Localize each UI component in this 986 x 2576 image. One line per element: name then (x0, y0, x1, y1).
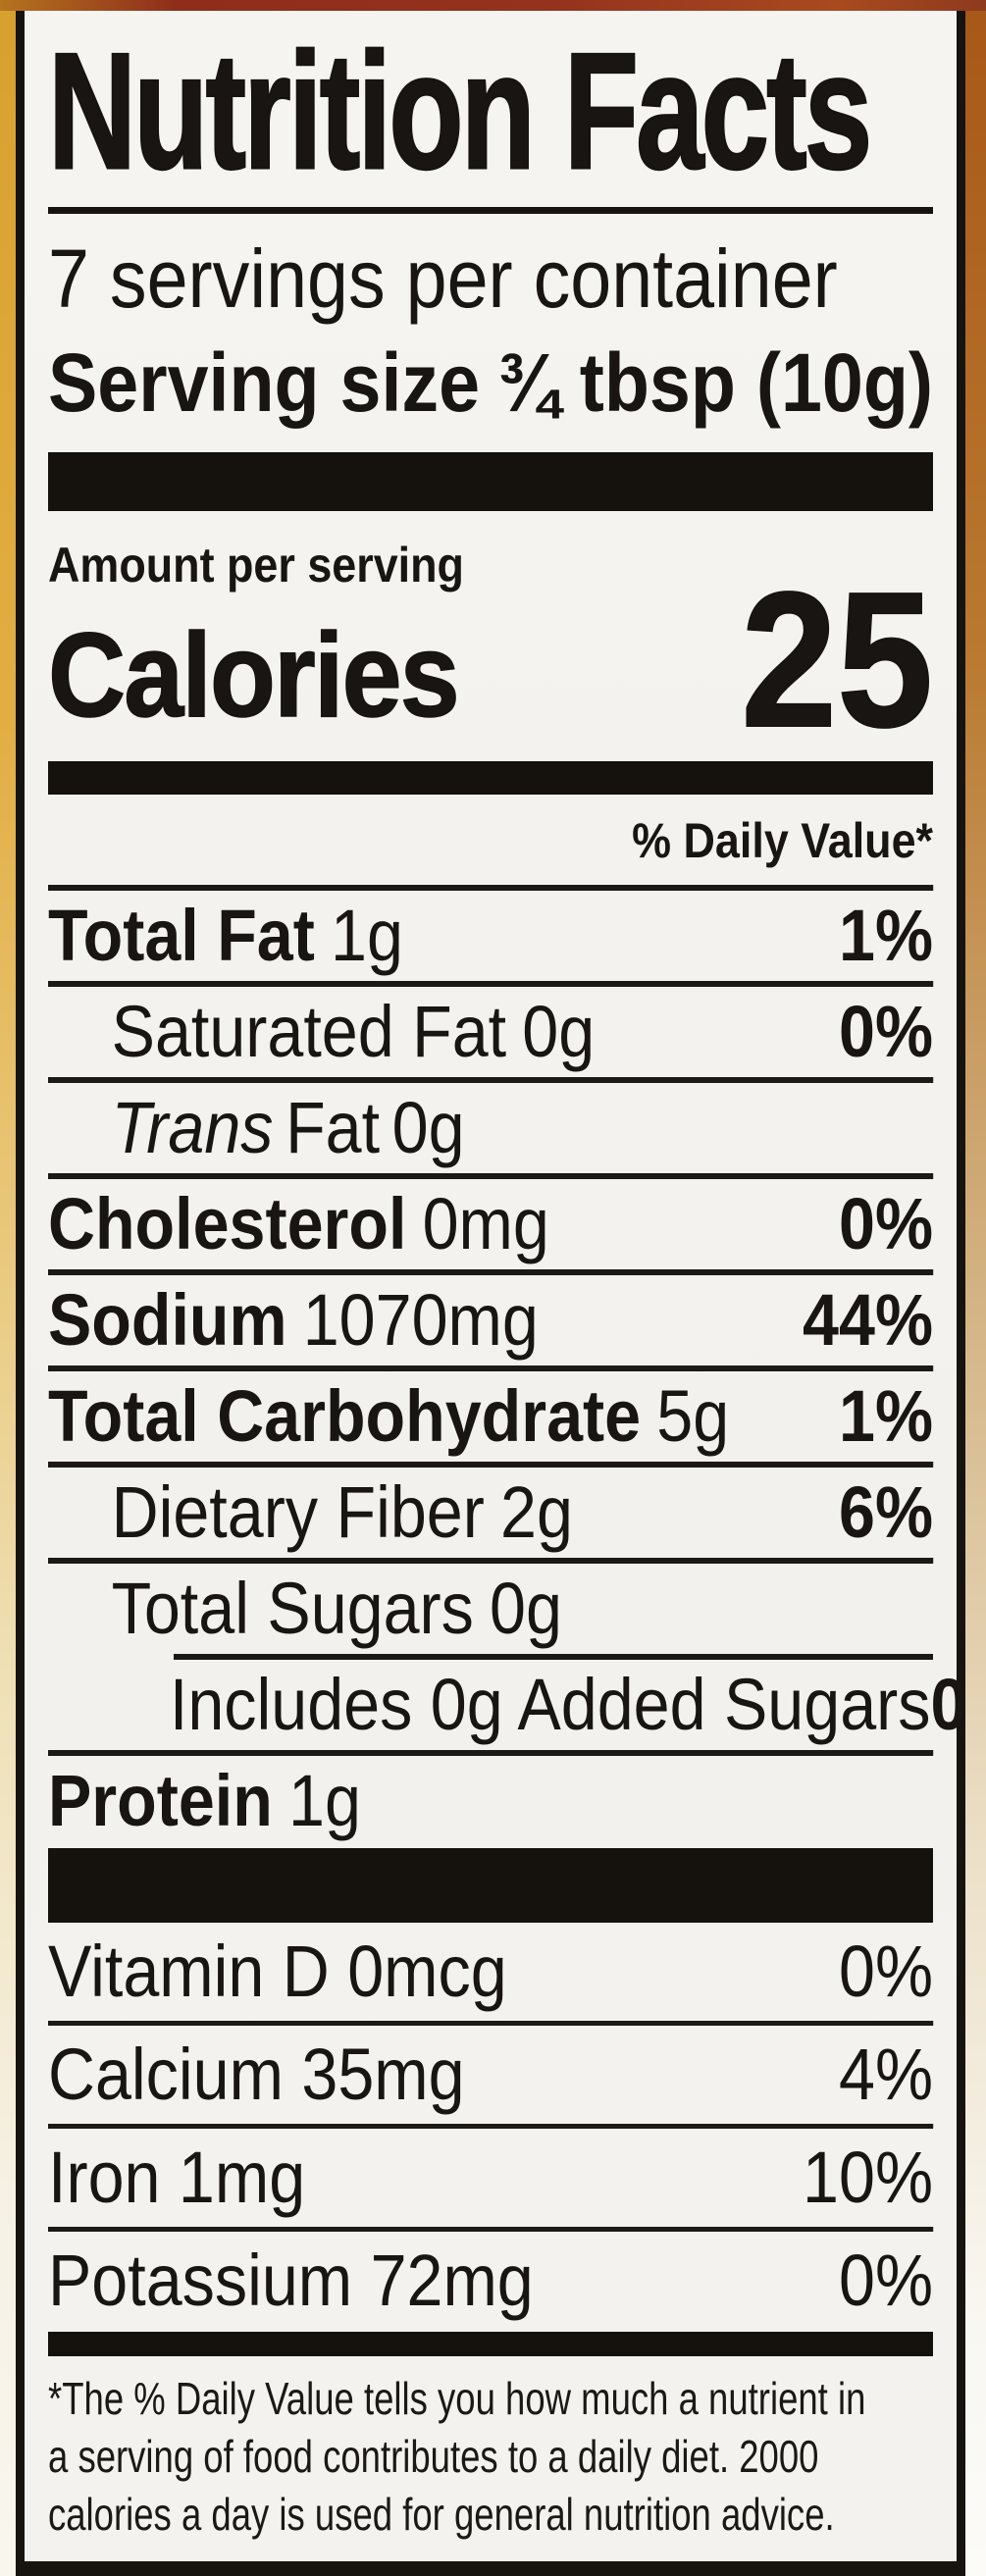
nutrient-amount: 0g (522, 991, 596, 1073)
nutrient-name: Protein 1g (48, 1765, 361, 1837)
footnote-line-2: a serving of food contributes to a daily… (48, 2431, 819, 2483)
nutrient-dv: 0% (839, 991, 934, 1073)
nutrient-amount: 0g (490, 1568, 562, 1650)
footnote-line-3: calories a day is used for general nutri… (48, 2489, 835, 2541)
package-edge-left (0, 9, 16, 2576)
nutrient-name: Total Fat 1g (48, 900, 403, 972)
nutrient-name: Sodium 1070mg (48, 1284, 539, 1357)
nutrient-amount: 1g (288, 1760, 361, 1842)
calories-row: Calories 25 (47, 552, 934, 768)
medium-bar-under-calories (48, 761, 933, 796)
nutrient-row-sodium: Sodium 1070mg 44% (48, 1269, 934, 1365)
nutrient-label: Saturated Fat (111, 991, 507, 1073)
serving-size-row: Serving size ¾ tbsp (10g) (48, 333, 933, 433)
vitamin-row-calcium: Calcium 35mg 4% (48, 2026, 934, 2130)
nutrient-dv: 0% (839, 1183, 934, 1265)
nutrient-label: Includes 0g Added Sugars (169, 1664, 931, 1746)
nutrient-amount: 1070mg (302, 1279, 539, 1362)
nutrient-label: Protein (48, 1760, 273, 1842)
nutrient-amount: 1g (331, 895, 403, 977)
nutrient-label: Dietary Fiber (111, 1471, 485, 1554)
indented-divider (174, 1654, 933, 1661)
nutrient-amount: 5g (656, 1375, 730, 1458)
package-edge-right (965, 9, 986, 2576)
nutrient-row-dietary-fiber: Dietary Fiber 2g 6% (48, 1462, 934, 1558)
medium-bar-above-footnote (48, 2332, 933, 2357)
vitamin-dv: 4% (839, 2034, 934, 2116)
vitamin-row-vitamin-d: Vitamin D 0mcg 0% (48, 1923, 934, 2027)
nutrient-row-total-fat: Total Fat 1g 1% (48, 885, 934, 981)
nutrient-name: Total Carbohydrate 5g (48, 1380, 729, 1453)
nutrition-facts-panel: Nutrition Facts 7 servings per container… (16, 11, 986, 2576)
calories-value: 25 (740, 552, 934, 768)
package-edge-top (0, 0, 986, 11)
nutrient-row-trans-fat: Trans Fat 0g (48, 1077, 934, 1173)
nutrient-label: Total Sugars (111, 1568, 474, 1650)
nutrient-name: Total Sugars 0g (48, 1572, 562, 1645)
nutrient-name: Dietary Fiber 2g (48, 1476, 573, 1549)
nutrient-label: Total Carbohydrate (48, 1375, 642, 1458)
vitamin-row-iron: Iron 1mg 10% (48, 2129, 934, 2233)
nutrient-name: Cholesterol 0mg (48, 1188, 549, 1261)
nutrient-row-total-sugars: Total Sugars 0g (48, 1558, 934, 1654)
nutrient-label: Total Fat (48, 895, 315, 977)
vitamin-label: Calcium 35mg (48, 2034, 465, 2116)
nutrient-row-cholesterol: Cholesterol 0mg 0% (48, 1173, 934, 1269)
panel-title: Nutrition Facts (47, 20, 873, 204)
nutrient-name: Includes 0g Added Sugars (48, 1664, 931, 1746)
thick-bar-under-protein (48, 1848, 933, 1924)
serving-size-value: ¾ tbsp (10g) (496, 336, 934, 429)
nutrient-dv: 1% (839, 895, 934, 977)
nutrient-dv: 44% (803, 1279, 934, 1362)
daily-value-footnote: *The % Daily Value tells you how much a … (48, 2370, 933, 2544)
title-wrap: Nutrition Facts (47, 20, 933, 204)
nutrient-label: Cholesterol (48, 1183, 407, 1265)
nutrient-label: Fat (285, 1087, 381, 1169)
nutrient-amount: 0mg (422, 1183, 549, 1265)
nutrient-label: Sodium (48, 1279, 287, 1362)
nutrient-dv: 1% (839, 1375, 934, 1458)
nutrient-name: Trans Fat 0g (48, 1092, 465, 1164)
nutrient-row-total-carbohydrate: Total Carbohydrate 5g 1% (48, 1365, 934, 1462)
vitamin-label: Vitamin D 0mcg (48, 1931, 507, 2013)
vitamin-dv: 10% (803, 2137, 934, 2219)
vitamin-label: Potassium 72mg (48, 2240, 534, 2322)
thick-bar-top (48, 452, 933, 512)
amount-per-serving-label: Amount per serving (48, 538, 464, 593)
daily-value-header: % Daily Value* (632, 813, 934, 869)
nutrient-amount: 0g (391, 1087, 465, 1169)
vitamin-dv: 0% (839, 1931, 934, 2013)
calories-label: Calories (47, 608, 460, 743)
servings-per-container: 7 servings per container (48, 232, 838, 325)
nutrient-row-protein: Protein 1g (48, 1750, 934, 1846)
vitamin-row-potassium: Potassium 72mg 0% (48, 2232, 933, 2330)
title-rule (48, 207, 933, 214)
nutrient-label-italic: Trans (111, 1087, 274, 1169)
nutrient-dv: 6% (839, 1471, 934, 1554)
nutrient-amount: 2g (500, 1471, 573, 1554)
nutrient-row-added-sugars: Includes 0g Added Sugars 0% (48, 1660, 986, 1750)
nutrient-row-saturated-fat: Saturated Fat 0g 0% (48, 981, 934, 1077)
vitamin-label: Iron 1mg (48, 2137, 306, 2219)
footnote-line-1: *The % Daily Value tells you how much a … (48, 2373, 866, 2425)
serving-size-label: Serving size (48, 336, 481, 429)
nutrient-name: Saturated Fat 0g (48, 991, 596, 1073)
vitamin-dv: 0% (839, 2240, 934, 2322)
